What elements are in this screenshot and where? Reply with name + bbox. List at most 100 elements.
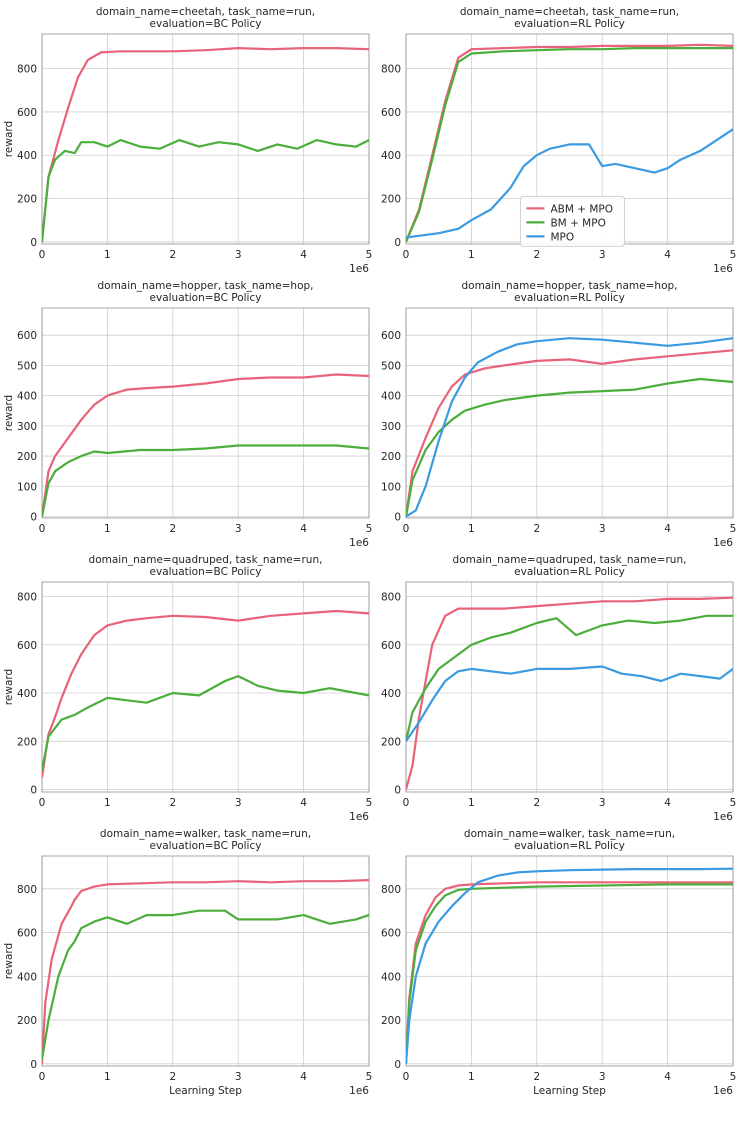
chart-4-series-line-mpo <box>406 337 733 518</box>
chart-5-x-tick-label: 1 <box>104 797 111 809</box>
chart-4-x-multiplier: 1e6 <box>713 537 733 549</box>
chart-7-x-tick-label: 2 <box>169 1071 176 1083</box>
chart-8-title-line-2: evaluation=RL Policy <box>514 840 625 852</box>
chart-4-title-line-1: domain_name=hopper, task_name=hop, <box>461 280 677 292</box>
chart-7-y-tick-label: 400 <box>17 971 37 983</box>
chart-1-x-tick-label: 3 <box>235 249 242 261</box>
chart-5-x-tick-label: 5 <box>366 797 373 809</box>
chart-8-series-line-abm-mpo <box>406 881 733 1064</box>
chart-5-y-tick-label: 200 <box>17 736 37 748</box>
chart-1-x-tick-label: 1 <box>104 249 111 261</box>
chart-2-title-line-2: evaluation=RL Policy <box>514 18 625 30</box>
chart-6-series-line-bm-mpo <box>406 614 733 742</box>
chart-7-series-line-abm-mpo <box>42 879 369 1064</box>
chart-7-title-line-2: evaluation=BC Policy <box>150 840 262 852</box>
chart-8-x-tick-label: 5 <box>730 1071 737 1083</box>
chart-5-y-axis-label: reward <box>3 669 15 705</box>
chart-2-x-tick-label: 4 <box>664 249 671 261</box>
chart-panel-6: domain_name=quadruped, task_name=run,eva… <box>381 554 736 823</box>
legend-label: BM + MPO <box>550 217 605 229</box>
chart-7-x-tick-label: 1 <box>104 1071 111 1083</box>
legend-label: ABM + MPO <box>550 203 613 215</box>
chart-1-x-multiplier: 1e6 <box>349 263 369 275</box>
chart-panel-8: domain_name=walker, task_name=run,evalua… <box>381 828 736 1097</box>
chart-8-x-tick-label: 0 <box>403 1071 410 1083</box>
chart-1-x-tick-label: 5 <box>366 249 373 261</box>
chart-3-y-tick-label: 100 <box>17 481 37 493</box>
chart-panel-7: domain_name=walker, task_name=run,evalua… <box>3 828 372 1097</box>
chart-2-y-tick-label: 200 <box>381 194 401 206</box>
chart-4-title-line-2: evaluation=RL Policy <box>514 292 625 304</box>
chart-5-x-tick-label: 2 <box>169 797 176 809</box>
chart-8-x-tick-label: 2 <box>533 1071 540 1083</box>
chart-4-x-tick-label: 1 <box>468 523 475 535</box>
chart-5-y-tick-label: 800 <box>17 591 37 603</box>
chart-3-title-line-1: domain_name=hopper, task_name=hop, <box>97 280 313 292</box>
chart-8-plot-area <box>406 856 733 1066</box>
chart-4-x-tick-label: 0 <box>403 523 410 535</box>
chart-7-x-axis-label: Learning Step <box>169 1085 242 1097</box>
chart-8-x-tick-label: 3 <box>599 1071 606 1083</box>
chart-7-x-tick-label: 4 <box>300 1071 307 1083</box>
chart-3-x-tick-label: 3 <box>235 523 242 535</box>
chart-2-x-multiplier: 1e6 <box>713 263 733 275</box>
chart-4-y-tick-label: 400 <box>381 391 401 403</box>
chart-8-y-tick-label: 800 <box>381 884 401 896</box>
chart-6-title-line-2: evaluation=RL Policy <box>514 566 625 578</box>
chart-6-y-tick-label: 200 <box>381 736 401 748</box>
chart-6-title-line-1: domain_name=quadruped, task_name=run, <box>453 554 687 566</box>
chart-6-x-tick-label: 1 <box>468 797 475 809</box>
chart-4-y-tick-label: 500 <box>381 360 401 372</box>
chart-3-y-tick-label: 500 <box>17 360 37 372</box>
chart-2-series-line-mpo <box>406 128 733 239</box>
chart-8-y-tick-label: 0 <box>394 1059 401 1071</box>
chart-2-x-tick-label: 0 <box>403 249 410 261</box>
chart-8-x-multiplier: 1e6 <box>713 1085 733 1097</box>
chart-5-title-line-1: domain_name=quadruped, task_name=run, <box>89 554 323 566</box>
chart-7-x-tick-label: 5 <box>366 1071 373 1083</box>
chart-4-x-tick-label: 5 <box>730 523 737 535</box>
chart-1-plot-area <box>42 34 369 244</box>
chart-3-y-tick-label: 300 <box>17 421 37 433</box>
chart-8-axes-frame <box>405 855 734 1067</box>
chart-6-y-tick-label: 400 <box>381 688 401 700</box>
chart-8-x-tick-label: 1 <box>468 1071 475 1083</box>
chart-1-y-tick-label: 800 <box>17 64 37 76</box>
chart-3-axes-frame <box>41 307 370 519</box>
chart-2-y-tick-label: 800 <box>381 64 401 76</box>
chart-panel-2: domain_name=cheetah, task_name=run,evalu… <box>381 6 736 275</box>
chart-8-y-tick-label: 400 <box>381 971 401 983</box>
chart-5-x-tick-label: 0 <box>39 797 46 809</box>
chart-6-x-tick-label: 0 <box>403 797 410 809</box>
chart-8-series-line-bm-mpo <box>406 883 733 1064</box>
chart-panel-3: domain_name=hopper, task_name=hop,evalua… <box>3 280 372 549</box>
chart-8-y-tick-label: 600 <box>381 928 401 940</box>
chart-7-series-line-bm-mpo <box>42 909 369 1060</box>
chart-3-y-tick-label: 200 <box>17 451 37 463</box>
chart-3-title-line-2: evaluation=BC Policy <box>150 292 262 304</box>
chart-6-x-tick-label: 3 <box>599 797 606 809</box>
chart-1-y-tick-label: 600 <box>17 107 37 119</box>
chart-4-y-tick-label: 0 <box>394 511 401 523</box>
chart-2-title-line-1: domain_name=cheetah, task_name=run, <box>460 6 679 18</box>
chart-7-axes-frame <box>41 855 370 1067</box>
chart-3-y-tick-label: 600 <box>17 330 37 342</box>
chart-4-x-tick-label: 2 <box>533 523 540 535</box>
chart-4-series-line-abm-mpo <box>406 349 733 517</box>
chart-2-x-tick-label: 2 <box>533 249 540 261</box>
chart-2-y-tick-label: 600 <box>381 107 401 119</box>
chart-7-y-tick-label: 0 <box>30 1059 37 1071</box>
chart-3-y-axis-label: reward <box>3 395 15 431</box>
chart-7-x-tick-label: 0 <box>39 1071 46 1083</box>
chart-2-x-tick-label: 1 <box>468 249 475 261</box>
chart-6-axes-frame <box>405 581 734 793</box>
chart-3-y-tick-label: 0 <box>30 511 37 523</box>
chart-3-series-line-abm-mpo <box>42 373 369 517</box>
chart-4-y-tick-label: 200 <box>381 451 401 463</box>
chart-1-y-tick-label: 200 <box>17 194 37 206</box>
chart-6-x-multiplier: 1e6 <box>713 811 733 823</box>
chart-6-y-tick-label: 800 <box>381 591 401 603</box>
chart-4-axes-frame <box>405 307 734 519</box>
chart-7-y-tick-label: 200 <box>17 1015 37 1027</box>
